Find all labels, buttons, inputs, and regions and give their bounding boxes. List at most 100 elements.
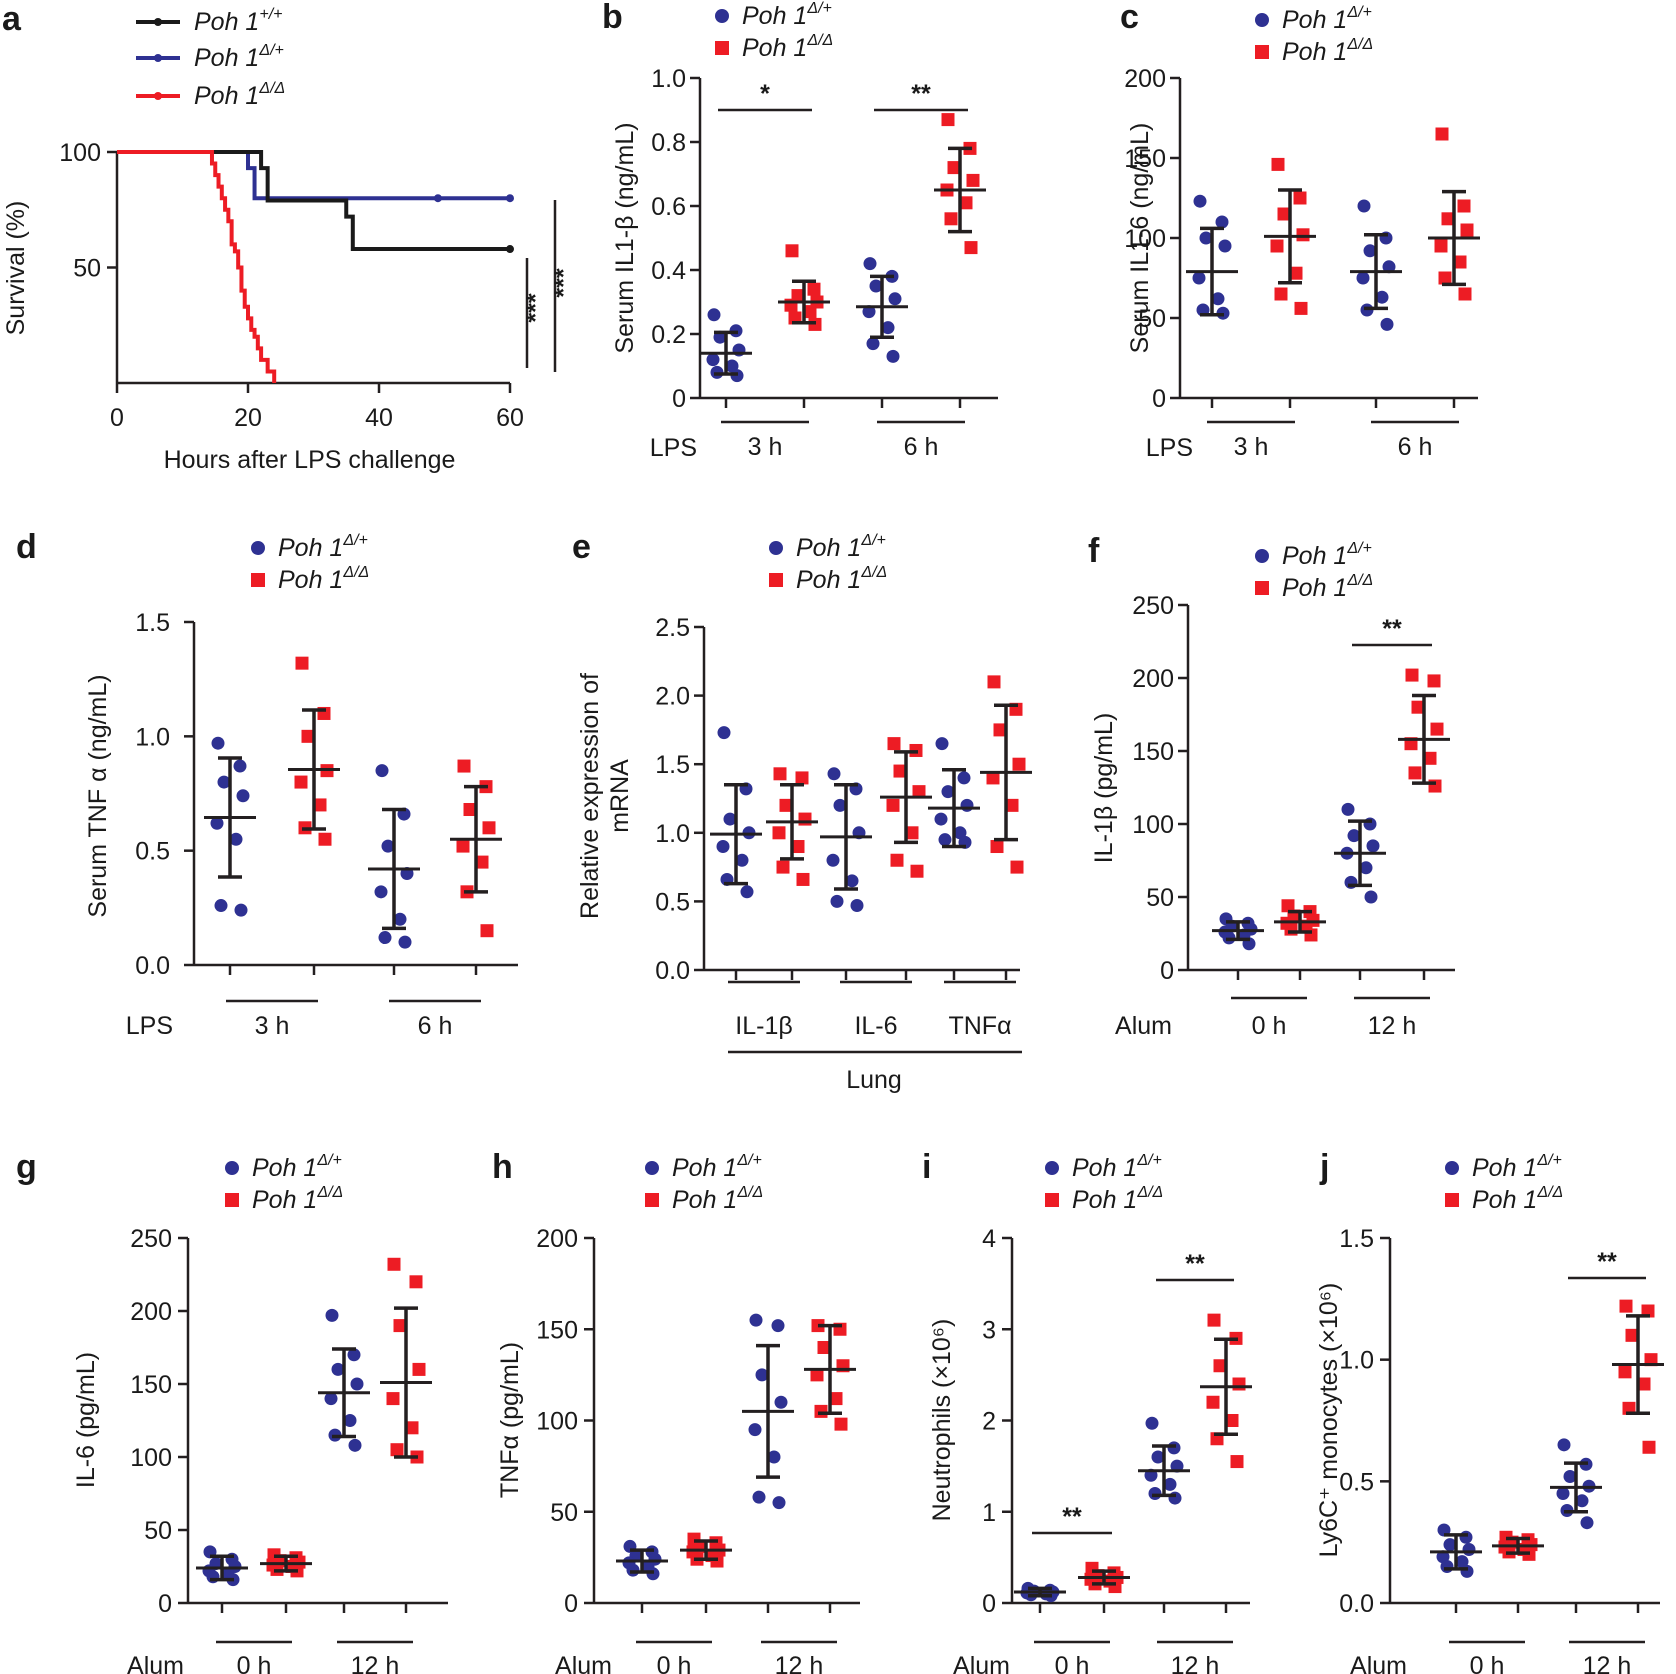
legend-label: Poh 1Δ/+ [1282, 540, 1372, 570]
legend-entry: Poh 1Δ/+ [715, 0, 832, 30]
data-point-circle [646, 1567, 660, 1581]
error-bar [1428, 189, 1480, 287]
data-point-circle [1359, 861, 1373, 875]
y-tick-label: 100 [59, 139, 101, 167]
legend-entry: Poh 1Δ/+ [1255, 4, 1372, 34]
data-point-circle [233, 759, 247, 773]
data-point-square [834, 1417, 848, 1431]
group-label: 0 h [1470, 1652, 1505, 1674]
legend-superscript: Δ/Δ [1346, 572, 1373, 589]
data-point-square [966, 173, 980, 187]
data-point-square [795, 771, 809, 785]
legend-label: Poh 1Δ/+ [742, 0, 832, 30]
legend-entry: Poh 1Δ/Δ [225, 1184, 343, 1214]
data-point-circle [234, 903, 248, 917]
panel-label: c [1120, 0, 1139, 36]
group-label: 3 h [748, 433, 783, 461]
data-point-square [318, 832, 332, 846]
data-point-square [1460, 223, 1474, 237]
data-point-circle [1145, 1416, 1159, 1430]
data-point-square [993, 723, 1007, 737]
data-point-circle [1199, 231, 1213, 245]
data-point-square [912, 785, 926, 799]
y-tick-label: 200 [1124, 65, 1166, 93]
data-point-circle [706, 353, 720, 367]
data-point-circle [941, 785, 955, 799]
data-point-circle [826, 853, 840, 867]
significance-star: *** [522, 293, 550, 322]
data-point-square [1230, 1455, 1244, 1469]
legend-label: Poh 1Δ/Δ [742, 32, 833, 62]
data-point-square [1644, 1353, 1658, 1367]
y-tick-label: 150 [536, 1316, 578, 1344]
data-point-square [1408, 766, 1422, 780]
y-tick-label: 200 [130, 1298, 172, 1326]
panel-label: i [922, 1148, 931, 1186]
group-label: 6 h [418, 1012, 453, 1040]
treatment-label: Alum [953, 1652, 1010, 1674]
legend-entry: Poh 1Δ/+ [225, 1152, 342, 1182]
y-tick-label: 0 [158, 1590, 172, 1618]
data-point-square [1274, 287, 1288, 301]
data-point-square [796, 872, 810, 886]
data-point-circle [1167, 1441, 1181, 1455]
panel-e: e 0.0 0.5 1.0 1.5 2.0 2.5 Relative expression o… [572, 528, 1032, 1094]
data-point-square [1108, 1580, 1122, 1594]
legend-marker-circle [1045, 1161, 1059, 1175]
x-axis-label: Hours after LPS challenge [164, 446, 456, 474]
data-point-square [482, 821, 496, 835]
error-bar [778, 279, 830, 325]
data-point-circle [374, 885, 388, 899]
error-bar [380, 1306, 432, 1459]
error-bar [260, 1554, 312, 1573]
y-tick-label: 1.5 [1339, 1225, 1374, 1253]
legend-entry: Poh 1Δ/Δ [1255, 36, 1373, 66]
data-point-square [1289, 266, 1303, 280]
legend-marker-circle [1255, 13, 1269, 27]
data-point-square [1296, 228, 1310, 242]
legend-label: Poh 1Δ/+ [1072, 1152, 1162, 1182]
data-point-square [313, 798, 327, 812]
legend-entry: Poh 1+/+ [136, 6, 282, 36]
y-tick-label: 0.4 [651, 257, 686, 285]
significance-star: ** [1062, 1503, 1082, 1531]
data-point-circle [735, 853, 749, 867]
y-tick-label: 200 [536, 1225, 578, 1253]
treatment-label: Lung [846, 1066, 902, 1094]
y-tick-label: 100 [536, 1408, 578, 1436]
error-bar [880, 750, 932, 845]
data-point-circle [749, 1313, 763, 1327]
group-label: 0 h [237, 1652, 272, 1674]
data-point-circle [881, 321, 895, 335]
data-point-circle [343, 1414, 357, 1427]
data-point-square [944, 212, 958, 226]
data-point-circle [1462, 1542, 1476, 1556]
y-tick-label: 50 [550, 1499, 578, 1527]
legend-label: Poh 1Δ/+ [796, 532, 886, 562]
legend-superscript: Δ/Δ [806, 32, 833, 49]
significance-star: *** [550, 268, 578, 297]
data-point-square [412, 1362, 426, 1376]
legend-superscript: Δ/+ [316, 1152, 342, 1169]
group-label: 12 h [1583, 1652, 1632, 1674]
y-tick-label: 2.0 [655, 683, 690, 711]
data-point-square [990, 840, 1004, 854]
error-bar [766, 783, 818, 861]
panel-label: b [602, 0, 623, 36]
significance-star: * [760, 80, 770, 108]
data-point-circle [378, 931, 392, 945]
data-point-circle [957, 771, 971, 785]
data-point-circle [866, 337, 880, 351]
legend-label: Poh 1+/+ [194, 6, 282, 36]
legend-label: Poh 1Δ/Δ [672, 1184, 763, 1214]
panel-h: h 0 50 100 150 200 TNFα (pg/mL) 0 h 12 h Alum [492, 1148, 860, 1674]
data-point-square [817, 1341, 831, 1354]
data-point-circle [833, 798, 847, 812]
data-point-square [1271, 157, 1285, 171]
data-point-circle [325, 1308, 339, 1322]
data-point-circle [716, 840, 730, 854]
y-axis-label: IL-1β (pg/mL) [1090, 713, 1118, 864]
error-bar [680, 1539, 732, 1561]
panel-label: g [16, 1148, 37, 1186]
treatment-label: Alum [127, 1652, 184, 1674]
